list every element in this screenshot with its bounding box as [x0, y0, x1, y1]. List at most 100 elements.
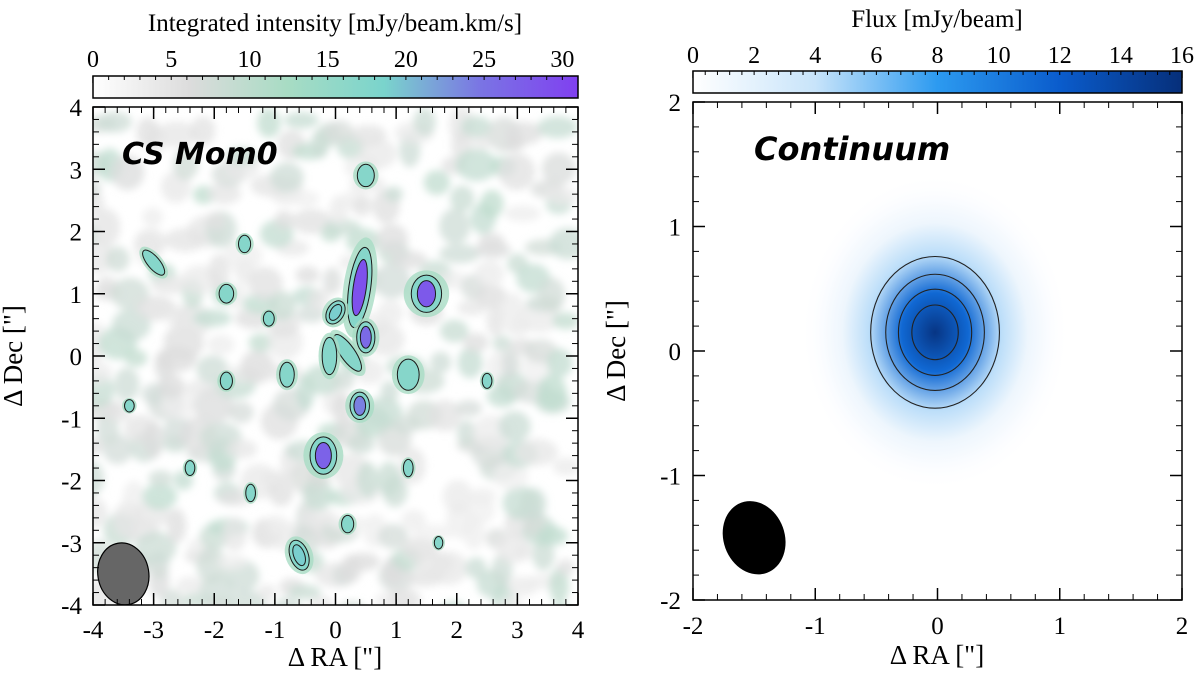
y-tick-label: 1: [669, 215, 682, 242]
noise-patch: [347, 432, 375, 454]
right-axis-ticks: -2 -1 0 1 2 -2 -1 0 1 2: [660, 90, 1188, 640]
y-tick-label: -1: [660, 464, 681, 491]
noise-patch: [546, 348, 573, 378]
noise-patch: [430, 351, 452, 374]
noise-patch: [413, 107, 436, 137]
noise-patch: [222, 517, 247, 552]
emission-contour-outer: [142, 249, 166, 276]
noise-patch: [295, 266, 320, 284]
noise-patch: [493, 461, 529, 490]
noise-patch: [265, 515, 289, 533]
emission-blob: [217, 370, 236, 392]
noise-patch: [217, 553, 248, 570]
emission-blob: [391, 355, 425, 395]
colorbar-tick-label: 12: [1048, 43, 1072, 69]
noise-patch: [269, 162, 304, 193]
x-tick-label: 0: [931, 613, 944, 640]
noise-patch: [207, 334, 235, 355]
right-annotation: Continuum: [754, 130, 950, 168]
colorbar-tick-label: 20: [394, 47, 418, 73]
noise-patch: [536, 526, 569, 546]
y-tick-label: 2: [669, 90, 682, 117]
right-y-axis-label: Δ Dec ["]: [601, 300, 631, 402]
x-tick-label: 1: [1054, 613, 1067, 640]
emission-blob: [322, 297, 349, 328]
noise-patch: [166, 508, 187, 544]
emission-contour-outer: [356, 163, 375, 188]
noise-patch: [156, 121, 198, 148]
left-colorbar-label: Integrated intensity [mJy/beam.km/s]: [148, 10, 522, 37]
noise-patch: [537, 374, 567, 411]
x-tick-label: 2: [451, 617, 464, 644]
emission-blob: [215, 282, 238, 306]
noise-patch: [158, 373, 185, 400]
x-tick-label: -2: [683, 613, 704, 640]
x-tick-label: 0: [329, 617, 342, 644]
x-tick-label: -1: [264, 617, 285, 644]
noise-patch: [208, 254, 230, 290]
noise-patch: [457, 347, 483, 379]
noise-patch: [428, 400, 462, 432]
colorbar-tick-label: 15: [316, 47, 340, 73]
emission-blob: [182, 458, 198, 478]
cs-mom0-panel: Integrated intensity [mJy/beam.km/s] 0 5 1…: [0, 10, 585, 672]
colorbar-tick-label: 30: [550, 47, 574, 73]
noise-patch: [190, 116, 216, 146]
noise-patch: [172, 148, 199, 181]
noise-patch: [439, 319, 469, 343]
noise-patch: [501, 349, 520, 379]
noise-patch: [257, 584, 277, 601]
noise-patch: [136, 117, 160, 148]
emission-contour-outer: [321, 336, 338, 376]
noise-patch: [135, 295, 176, 321]
continuum-contours: [870, 255, 1000, 409]
noise-patch: [442, 601, 465, 605]
colorbar-tick-label: 0: [687, 43, 699, 69]
noise-patch: [548, 227, 578, 260]
noise-patch: [480, 189, 504, 218]
emission-blob: [318, 332, 341, 380]
noise-patch: [376, 224, 409, 254]
emission-blob: [139, 246, 168, 279]
emission-contour-inner: [314, 442, 332, 470]
noise-patch: [503, 121, 543, 145]
emission-contour-outer: [262, 310, 275, 327]
noise-patch: [93, 437, 103, 456]
noise-patch: [226, 147, 258, 166]
continuum-panel: Flux [mJy/beam] 0 2 4 6 8 10 12 14 16 -2 -1 0 1 2-2-…: [601, 6, 1194, 670]
left-emission-blobs: [97, 161, 495, 605]
noise-patch: [110, 154, 145, 191]
right-beam-ellipse: [722, 501, 786, 575]
noise-patch: [150, 275, 190, 295]
noise-patch: [142, 483, 178, 510]
emission-contour-outer: [238, 234, 252, 254]
emission-contour-outer: [402, 458, 414, 478]
noise-patch: [465, 557, 487, 580]
emission-contour-outer: [124, 399, 135, 413]
left-axis-ticks: -4 -3 -2 -1 0 1 2 3 4 -4 -3 -2 -1 0 1 2 3 4: [61, 95, 585, 644]
noise-patch: [474, 260, 505, 288]
noise-patch: [309, 595, 335, 605]
emission-blob: [353, 161, 379, 190]
colorbar-tick-label: 8: [932, 43, 944, 69]
emission-blob: [260, 309, 277, 328]
noise-patch: [283, 111, 319, 129]
noise-patch: [384, 186, 404, 202]
colorbar-tick-label: 0: [87, 47, 99, 73]
noise-patch: [519, 487, 547, 520]
noise-patch: [359, 138, 397, 169]
emission-blob: [276, 359, 298, 391]
x-tick-label: 3: [511, 617, 524, 644]
noise-patch: [460, 115, 492, 138]
noise-patch: [93, 178, 102, 199]
noise-patch: [515, 438, 558, 466]
noise-patch: [111, 308, 151, 342]
emission-contour-inner: [292, 544, 306, 567]
left-x-axis-label: Δ RA ["]: [288, 642, 382, 672]
y-tick-label: -2: [660, 588, 681, 615]
noise-patch: [176, 576, 204, 595]
continuum-contour: [897, 288, 973, 377]
right-colorbar-label: Flux [mJy/beam]: [851, 6, 1023, 33]
noise-patch: [228, 401, 254, 424]
colorbar-tick-label: 10: [987, 43, 1011, 69]
